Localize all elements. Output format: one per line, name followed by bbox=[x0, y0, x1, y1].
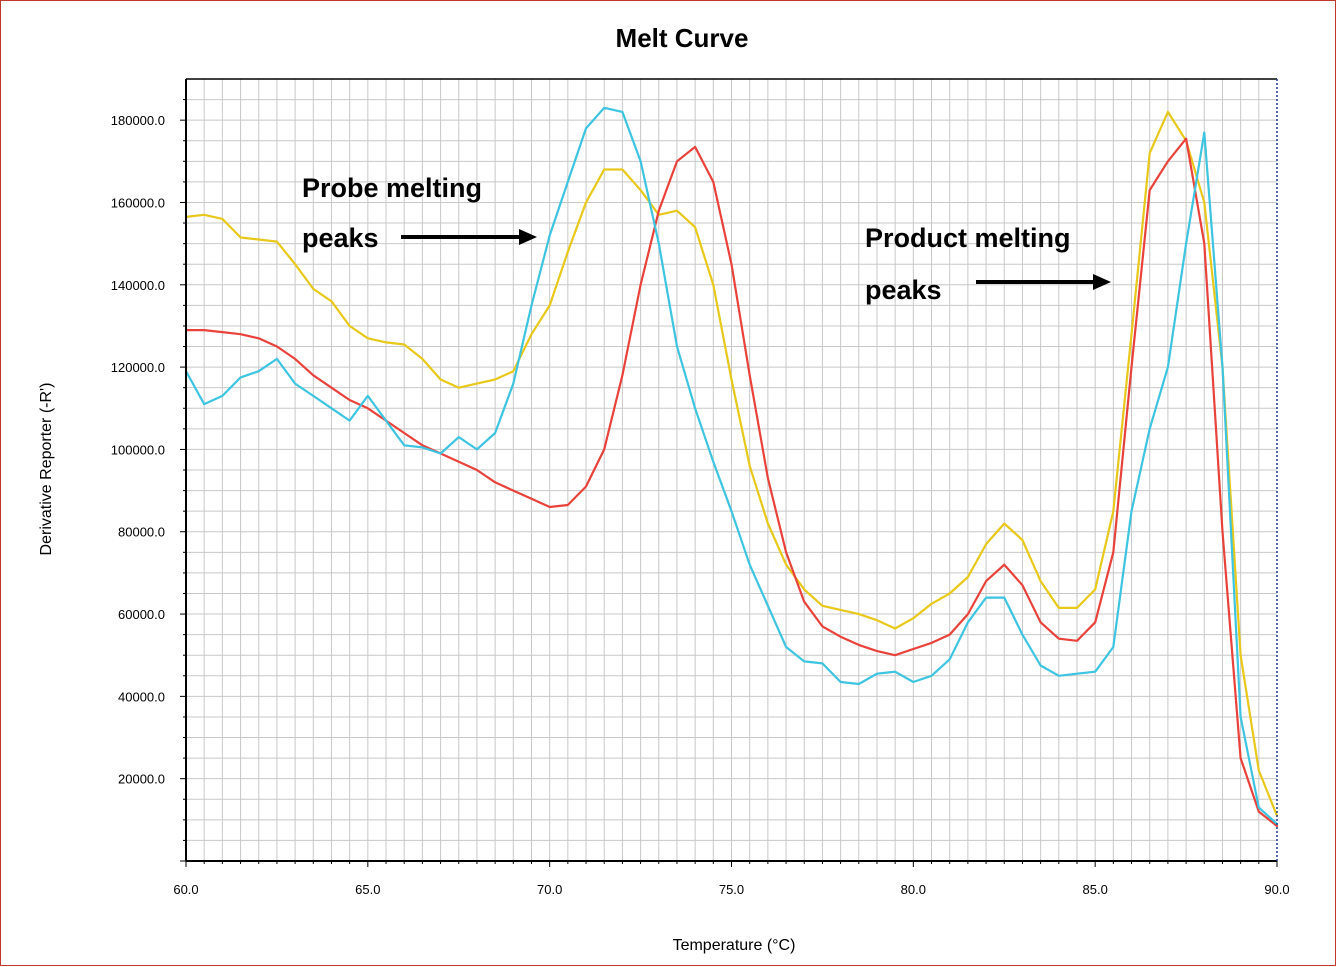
probe-annotation-line-2: peaks bbox=[302, 223, 379, 253]
y-tick-label: 180000.0 bbox=[111, 113, 165, 128]
axes bbox=[180, 78, 1278, 867]
series-line-2 bbox=[184, 137, 1279, 828]
y-tick-label: 100000.0 bbox=[111, 442, 165, 457]
probe-arrow-head bbox=[519, 229, 537, 245]
x-tick-label: 90.0 bbox=[1264, 882, 1289, 897]
x-axis-title: Temperature (°C) bbox=[673, 937, 796, 954]
annotations: Probe melting peaks Product melting peaks bbox=[302, 173, 1111, 305]
probe-annotation-line-1: Probe melting bbox=[302, 173, 482, 203]
y-tick-label: 160000.0 bbox=[111, 195, 165, 210]
product-annotation-line-2: peaks bbox=[865, 275, 942, 305]
y-tick-label: 120000.0 bbox=[111, 360, 165, 375]
x-tick-label: 60.0 bbox=[173, 882, 198, 897]
series-line-1 bbox=[184, 110, 1279, 817]
tick-labels: 60.0 65.0 70.0 75.0 80.0 85.0 90.0 20000.0 40000… bbox=[111, 113, 1290, 897]
y-tick-label: 80000.0 bbox=[118, 525, 165, 540]
chart-title: Melt Curve bbox=[616, 23, 749, 53]
y-tick-label: 40000.0 bbox=[118, 689, 165, 704]
x-tick-label: 65.0 bbox=[355, 882, 380, 897]
x-tick-label: 70.0 bbox=[537, 882, 562, 897]
series-line-3 bbox=[184, 106, 1279, 826]
product-arrow-head bbox=[1093, 274, 1111, 290]
x-tick-label: 75.0 bbox=[719, 882, 744, 897]
y-tick-label: 60000.0 bbox=[118, 607, 165, 622]
series-group bbox=[184, 106, 1279, 828]
x-tick-label: 85.0 bbox=[1083, 882, 1108, 897]
y-tick-label: 140000.0 bbox=[111, 278, 165, 293]
y-tick-label: 20000.0 bbox=[118, 772, 165, 787]
y-axis-title: Derivative Reporter (-R') bbox=[38, 383, 55, 556]
product-annotation-line-1: Product melting bbox=[865, 223, 1071, 253]
grid bbox=[186, 79, 1277, 861]
x-tick-label: 80.0 bbox=[901, 882, 926, 897]
